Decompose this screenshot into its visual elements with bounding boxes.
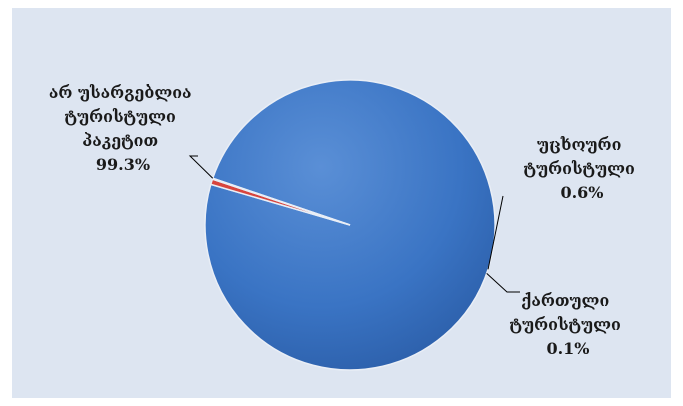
slice-label-0-line-0: არ უსარგებლია: [49, 83, 192, 102]
slice-label-0-line-2: პაკეტით: [82, 131, 158, 150]
leader-line-0: [188, 155, 214, 179]
pie-slices: [204, 79, 496, 371]
slice-label-2-line-1: ტურისტული: [510, 315, 621, 334]
slice-label-0-line-1: ტურისტული: [65, 107, 176, 126]
leader-line-1: [487, 195, 504, 270]
slice-label-2-line-0: ქართული: [521, 291, 609, 310]
slice-value-label-0: 99.3%: [96, 155, 150, 174]
slice-label-0: არ უსარგებლია ტურისტული პაკეტით 99.3%: [49, 83, 197, 174]
slice-label-1-line-1: ტურისტული: [524, 159, 635, 178]
slice-label-2: ქართული ტურისტული 0.1%: [510, 291, 627, 358]
slice-value-label-2: 0.1%: [546, 339, 589, 358]
slice-value-label-1: 0.6%: [560, 183, 603, 202]
leader-lines: [188, 155, 520, 293]
leader-line-2: [486, 273, 520, 293]
slice-label-1-line-0: უცხოური: [537, 135, 621, 154]
slice-label-1: უცხოური ტურისტული 0.6%: [524, 135, 641, 202]
